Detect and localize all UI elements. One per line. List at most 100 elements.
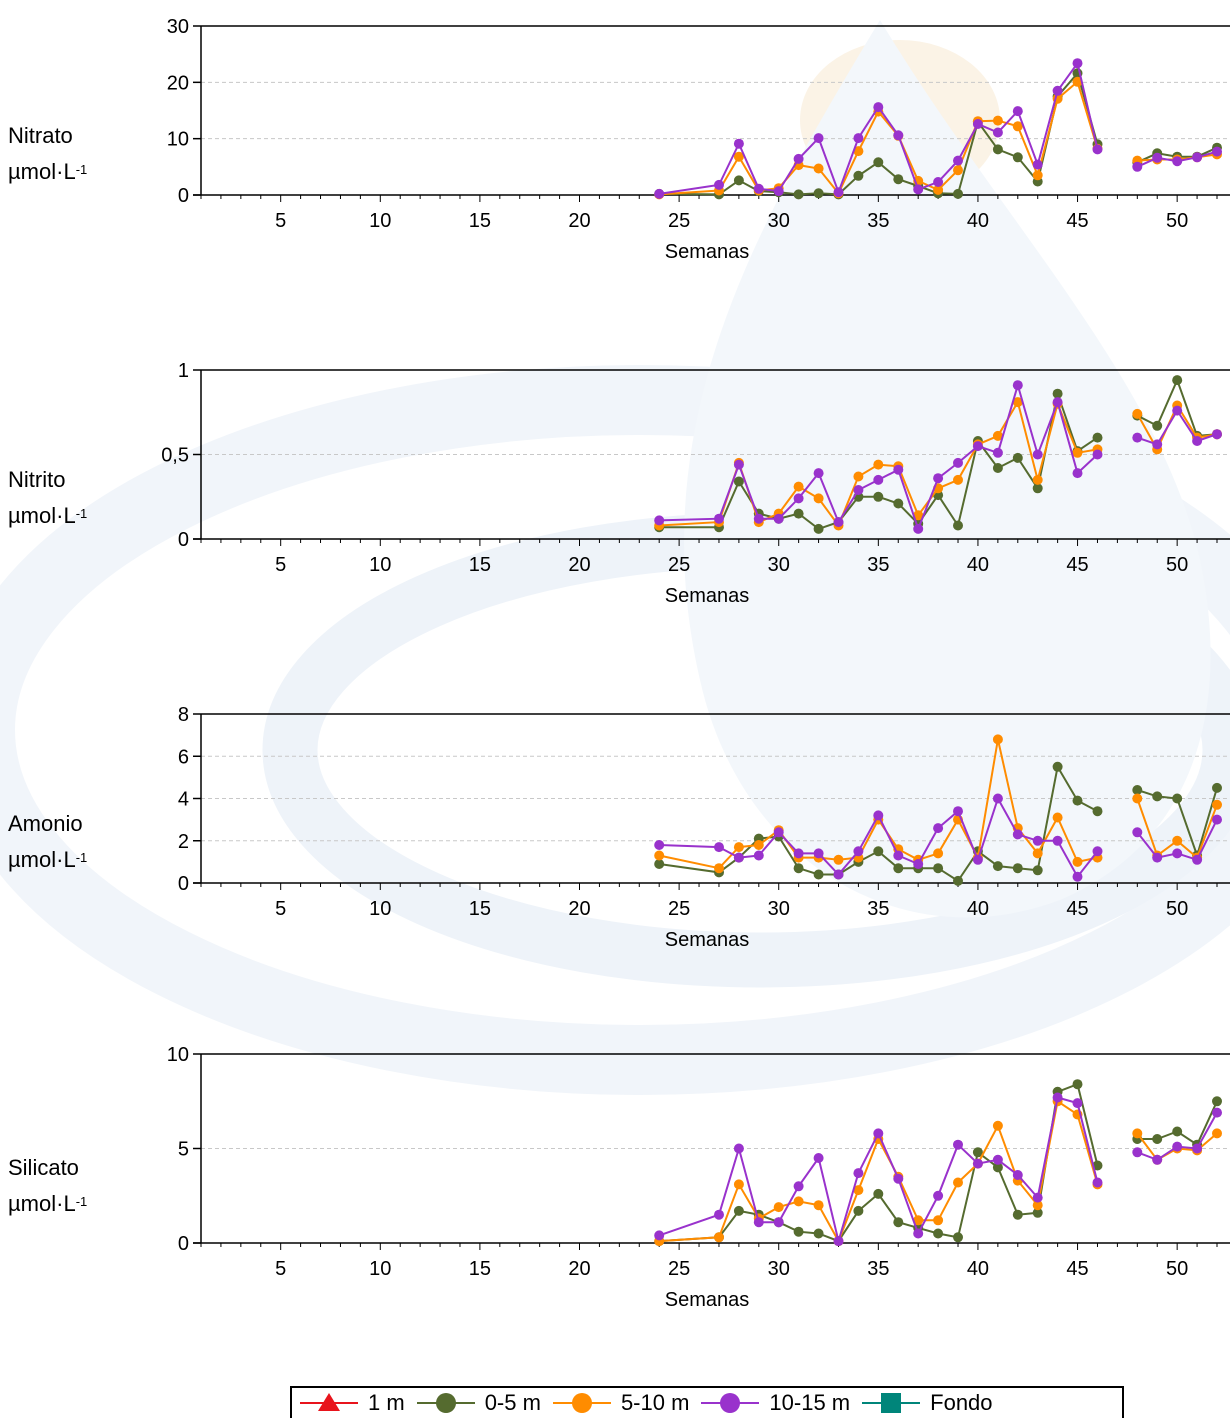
data-point [813,869,824,880]
data-point [873,1128,884,1139]
series-line [659,1082,1099,1243]
data-point [913,859,924,869]
x-tick-label: 35 [867,210,889,232]
x-axis-title: Semanas [665,585,750,607]
data-point [933,177,944,187]
data-point [853,1168,864,1179]
data-point [853,471,864,482]
data-point [1012,152,1023,163]
data-point [972,1147,983,1158]
series-line [1137,1100,1218,1147]
y-tick-label: 2 [178,831,189,853]
x-tick-label: 45 [1066,1258,1088,1280]
y-tick-label: 0 [178,529,189,551]
data-point [1132,827,1143,838]
legend-label: 0-5 m [484,1390,541,1415]
data-point [933,1190,944,1201]
data-point [733,852,744,863]
data-point [913,1228,924,1239]
x-tick-label: 15 [469,1258,491,1280]
data-point [1172,1141,1183,1152]
data-point [1192,854,1203,865]
ylabel-nitrito: Nitrito µmol·L-1 [8,467,88,528]
data-point [1012,380,1023,391]
series-10-15m [654,793,1222,882]
data-point [793,1226,804,1237]
data-point [1092,432,1103,443]
circle-marker-icon [701,1393,760,1413]
x-tick-label: 40 [967,210,989,232]
data-point [813,188,824,199]
data-point [773,827,784,838]
data-point [913,1215,924,1226]
data-point [793,189,804,200]
data-point [933,823,944,834]
data-point [753,183,764,194]
data-point [893,130,904,141]
data-point [893,1173,904,1184]
data-point [933,1215,944,1226]
data-point [654,859,665,869]
data-point [714,863,724,874]
y-tick-label: 4 [178,789,189,811]
data-point [793,153,804,164]
data-point [753,1217,764,1228]
data-point [1072,856,1083,867]
series-line [1136,408,1218,446]
data-point [1092,144,1103,155]
data-point [773,186,784,197]
data-point [1132,1128,1143,1139]
data-point [933,848,944,859]
data-point [1032,1200,1043,1211]
data-point [813,133,824,144]
data-point [1032,170,1043,181]
series-line [659,1099,1099,1244]
data-point [1032,848,1043,859]
data-point [1032,159,1043,170]
data-point [793,1181,804,1192]
x-tick-label: 10 [369,554,391,576]
x-axis-title: Semanas [665,241,750,263]
data-point [893,863,904,874]
data-point [793,508,804,519]
ylabel-nitrato: Nitrato µmol·L-1 [8,123,88,184]
data-point [813,1153,824,1163]
x-tick-label: 20 [568,898,590,920]
series-line [659,80,1099,196]
data-point [1012,1209,1023,1220]
series-line [659,71,1099,196]
data-point [893,464,904,475]
data-point [1052,1092,1063,1103]
x-tick-label: 20 [568,554,590,576]
series-5-10m [654,734,1222,874]
x-tick-label: 45 [1066,210,1088,232]
x-tick-label: 5 [275,210,286,232]
chart-panel-amonio: 0 2 4 6 8 5 10 15 20 25 30 35 40 45 50 Semanas [178,704,1230,951]
data-point [972,854,983,865]
x-tick-label: 30 [768,210,790,232]
ylabel-amonio: Amonio µmol·L-1 [8,811,88,872]
ylabel-silicato: Silicato µmol·L-1 [8,1155,88,1216]
data-point [972,1158,983,1169]
data-point [1092,806,1103,817]
x-tick-label: 50 [1166,210,1188,232]
y-tick-label: 1 [178,360,189,382]
legend-label: 1 m [368,1390,405,1415]
data-point [853,170,864,181]
series-5-10m [654,1096,1222,1247]
data-point [1212,782,1222,793]
data-point [953,474,963,485]
data-point [1012,452,1023,463]
data-point [992,861,1003,872]
data-point [1072,871,1083,882]
watermark-drop [684,20,1211,918]
data-point [1172,1126,1183,1137]
data-point [813,1200,824,1211]
data-point [714,1232,724,1243]
data-point [953,1177,963,1188]
data-point [972,441,983,452]
x-axis-title: Semanas [665,929,750,951]
data-point [1032,1207,1043,1218]
data-point [733,151,744,162]
